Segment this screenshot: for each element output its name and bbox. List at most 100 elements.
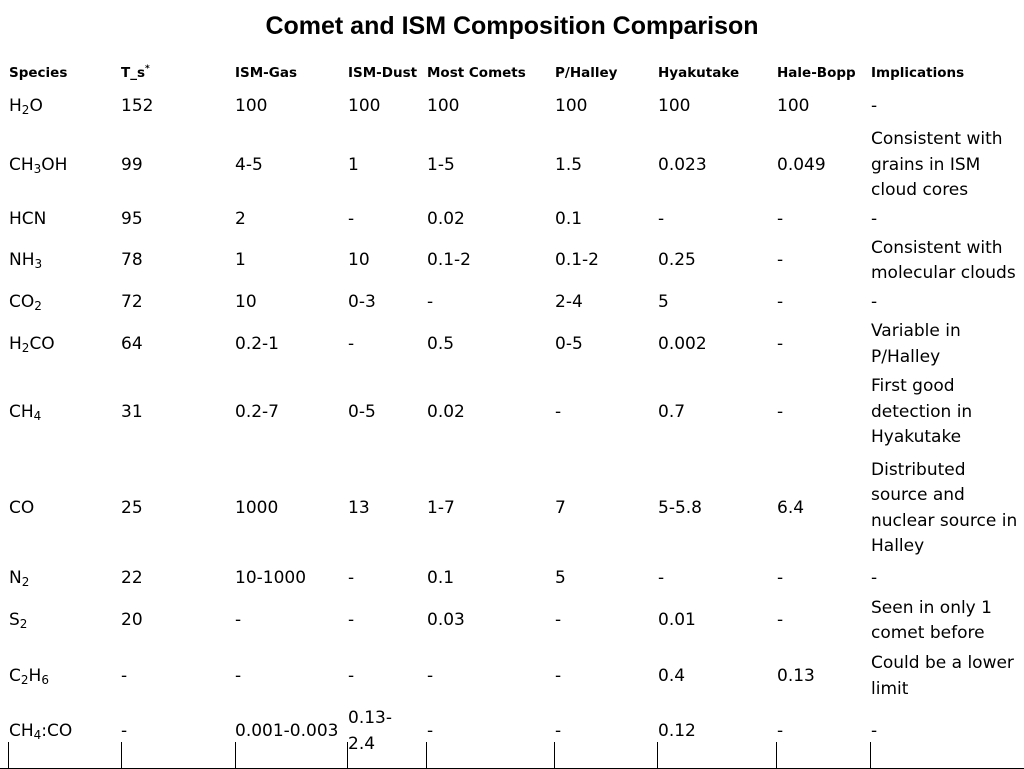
species-text: CH [9,401,34,422]
hale-bopp-cell: 0.13 [777,665,815,686]
hale-bopp-cell: - [777,720,784,741]
species-text: CH [9,720,34,741]
most-comets-cell: - [427,292,434,313]
implications-cell: - [871,209,878,230]
species-subscript: 3 [33,161,42,176]
ism-dust-cell: 0.13-2.4 [348,708,392,754]
ism-gas-cell: - [235,665,242,686]
table-row: N2 22 10-1000-0.1 5- - - [0,562,1024,595]
species-cell: CO2 [0,287,112,319]
species-subscript: 6 [41,672,49,687]
ts-cell: 95 [121,209,143,230]
species-subscript: 2 [21,574,30,589]
hale-bopp-cell: - [777,292,784,313]
hyakutake-cell: 0.002 [658,333,707,354]
ism-gas-cell: 0.001-0.003 [235,720,339,741]
ts-label: T_s [121,65,145,81]
p-halley-cell: - [555,610,562,631]
species-cell: C2H6 [0,647,112,706]
species-text: O [29,96,43,117]
implications-cell: First good detection in Hyakutake [871,376,973,448]
species-subscript: 2 [19,617,28,632]
most-comets-cell: - [427,720,434,741]
page-title: Comet and ISM Composition Comparison [265,12,759,40]
hale-bopp-cell: - [777,250,784,271]
table-row: HCN 95 2 - 0.02 0.1 - - - [0,205,1024,235]
ism-dust-cell: 0-3 [348,292,376,313]
column-tick [121,742,122,768]
species-text: CH [9,154,34,175]
species-text: OH [41,154,68,175]
species-subscript: 2 [20,672,29,687]
column-tick [657,742,658,768]
ts-cell: 31 [121,401,143,422]
most-comets-cell: 0.1-2 [427,250,471,271]
ism-gas-cell: 0.2-1 [235,333,279,354]
table-row: CH3OH 99 4-5 1 1-5 1.5 0.023 0.049 Consistent wi… [0,126,1024,205]
implications-cell: - [871,567,878,588]
column-header-ism-dust: ISM-Dust [348,65,418,81]
species-text: CO [9,292,35,313]
species-subscript: 3 [34,257,43,272]
table-row: C2H6- - - - -0.4 0.13 Could be a lower limit [0,647,1024,706]
hyakutake-cell: - [658,567,665,588]
implications-cell: - [871,720,878,741]
ism-gas-cell: 2 [235,209,246,230]
hale-bopp-cell: - [777,610,784,631]
table-row: CH4:CO -0.001-0.003 0.13-2.4- -0.12- - [0,706,1024,757]
ism-dust-cell: 1 [348,154,359,175]
species-subscript: 2 [34,299,42,314]
ism-gas-cell: 4-5 [235,154,263,175]
p-halley-cell: 0.1-2 [555,250,599,271]
hale-bopp-cell: 100 [777,96,810,117]
implications-cell: Distributed source and nuclear source in… [871,459,1018,557]
hale-bopp-cell: 6.4 [777,497,805,518]
p-halley-cell: 100 [555,96,588,117]
most-comets-cell: 0.5 [427,333,455,354]
hyakutake-cell: 0.4 [658,665,686,686]
header-row: Species T_s* ISM-Gas ISM-Dust Most Comet… [0,58,1024,88]
column-tick [554,742,555,768]
ism-dust-cell: 10 [348,250,370,271]
ts-cell: 20 [121,610,143,631]
p-halley-cell: 7 [555,497,566,518]
species-text: CO [9,497,35,518]
ism-gas-cell: 10-1000 [235,567,307,588]
p-halley-cell: 5 [555,567,566,588]
p-halley-cell: - [555,401,562,422]
species-cell: HCN [0,205,112,235]
species-cell: S2 [0,595,112,647]
ts-cell: - [121,665,128,686]
ism-dust-cell: - [348,610,355,631]
implications-cell: Consistent with molecular clouds [871,237,1016,284]
ism-dust-cell: - [348,567,355,588]
table-row: H2CO 64 0.2-1 - 0.5 0-5 0.002 - Variable in P/Ha… [0,319,1024,370]
species-cell: N2 [0,562,112,595]
column-header-hale-bopp: Hale-Bopp [777,65,856,81]
hale-bopp-cell: - [777,333,784,354]
species-text: N [9,567,22,588]
ism-dust-cell: 13 [348,497,370,518]
ts-cell: 22 [121,567,143,588]
column-header-ts: T_s* [112,58,226,88]
hyakutake-cell: 0.7 [658,401,686,422]
implications-cell: - [871,96,878,117]
hyakutake-cell: - [658,209,665,230]
species-subscript: 4 [33,727,42,742]
species-cell: H2CO [0,319,112,370]
column-tick [426,742,427,768]
p-halley-cell: - [555,665,562,686]
hale-bopp-cell: - [777,567,784,588]
ts-cell: 99 [121,154,143,175]
species-subscript: 4 [33,408,42,423]
species-subscript: 2 [21,340,30,355]
species-text: H [9,333,22,354]
species-cell: CH4 [0,370,112,455]
most-comets-cell: 0.02 [427,401,465,422]
species-text: NH [9,250,35,271]
most-comets-cell: 0.1 [427,567,455,588]
hale-bopp-cell: - [777,209,784,230]
most-comets-cell: - [427,665,434,686]
table-bottom-rule [0,742,1024,769]
table-body: H2O 152 100 100 100 100 100 100- CH3OH 99 4-5 1 1-5 1… [0,88,1024,757]
